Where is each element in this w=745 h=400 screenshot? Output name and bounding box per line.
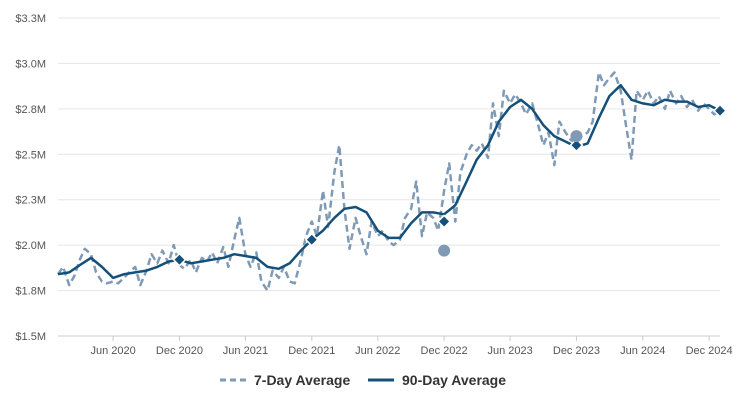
y-tick-label: $1.5M <box>15 331 46 343</box>
marker-point-90day <box>304 232 319 247</box>
series-layer <box>56 71 721 292</box>
legend: 7-Day Average 90-Day Average <box>220 372 506 388</box>
marker-point-90day <box>172 252 187 267</box>
legend-item-7day[interactable]: 7-Day Average <box>220 372 350 388</box>
y-tick-label: $2.8M <box>15 104 46 116</box>
x-tick-label: Dec 2020 <box>156 345 203 357</box>
legend-label-90day: 90-Day Average <box>402 372 506 388</box>
x-tick-label: Dec 2023 <box>553 345 600 357</box>
marker-point-90day <box>569 138 584 153</box>
y-tick-label: $3.0M <box>15 58 46 70</box>
x-tick-label: Jun 2024 <box>620 345 665 357</box>
x-tick-label: Jun 2022 <box>355 345 400 357</box>
y-tick-label: $3.3M <box>15 13 46 25</box>
legend-item-90day[interactable]: 90-Day Average <box>368 372 506 388</box>
marker-point-90day <box>712 103 728 118</box>
x-tick-label: Dec 2022 <box>421 345 468 357</box>
x-tick-label: Dec 2024 <box>686 345 733 357</box>
x-tick-label: Jun 2020 <box>90 345 135 357</box>
markers-layer <box>172 103 728 267</box>
marker-point-90day <box>437 214 452 229</box>
y-axis: $1.5M $1.8M $2.0M $2.3M $2.5M $2.8M $3.0M $3.3M <box>15 13 46 343</box>
x-axis: Jun 2020 Dec 2020 Jun 2021 Dec 2021 Jun 2022… <box>58 335 733 357</box>
y-tick-label: $1.8M <box>15 286 46 298</box>
series-line-7day <box>56 71 721 292</box>
y-tick-label: $2.0M <box>15 240 46 252</box>
y-tick-label: $2.5M <box>15 149 46 161</box>
x-tick-label: Jun 2023 <box>487 345 532 357</box>
marker-point-7day <box>570 130 583 143</box>
y-tick-label: $2.3M <box>15 195 46 207</box>
x-tick-label: Dec 2021 <box>288 345 335 357</box>
series-line-90day <box>57 83 721 280</box>
x-tick-label: Jun 2021 <box>223 345 268 357</box>
legend-label-7day: 7-Day Average <box>254 372 350 388</box>
gridlines <box>58 17 720 337</box>
marker-point-7day <box>438 244 451 257</box>
